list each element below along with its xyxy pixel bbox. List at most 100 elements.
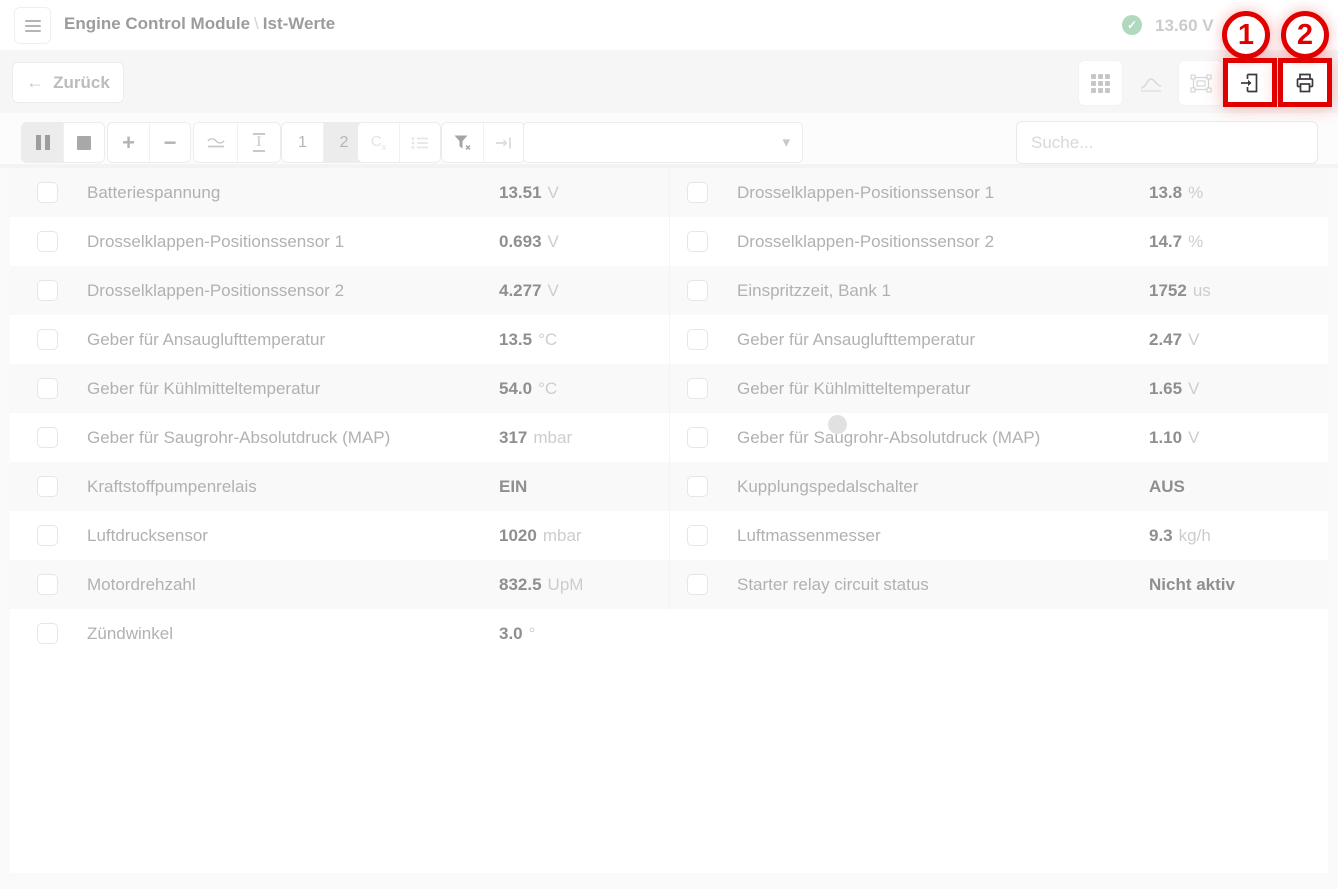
clear-icon: Cx <box>370 133 387 152</box>
view-grid-icon <box>1091 73 1110 93</box>
table-row[interactable]: Einspritzzeit, Bank 1 1752 us <box>670 266 1328 315</box>
list-button[interactable] <box>399 123 440 162</box>
parameter-label: Batteriespannung <box>87 182 221 202</box>
table-row[interactable]: Kupplungspedalschalter AUS <box>670 462 1328 511</box>
parameter-value-group: 14.7% <box>1149 232 1203 252</box>
table-column-right: Drosselklappen-Positionssensor 1 13.8% D… <box>669 168 1328 609</box>
row-checkbox[interactable] <box>37 623 58 644</box>
stop-button[interactable] <box>63 123 104 162</box>
add-button[interactable]: + <box>108 123 149 162</box>
row-checkbox[interactable] <box>687 231 708 252</box>
back-button[interactable]: ← Zurück <box>12 62 124 103</box>
filter-clear-button[interactable] <box>442 123 483 162</box>
zoom-control-group: + − <box>107 122 191 163</box>
parameter-label: Kraftstoffpumpenrelais <box>87 476 257 496</box>
parameter-label: Kupplungspedalschalter <box>737 476 919 496</box>
parameter-value-group: 13.51 V <box>499 183 559 203</box>
table-row[interactable]: Starter relay circuit status Nicht aktiv <box>670 560 1328 609</box>
row-checkbox[interactable] <box>37 329 58 350</box>
table-column-left: Batteriespannung 13.51 V Drosselklappen-P… <box>10 168 669 658</box>
table-row[interactable]: Zündwinkel 3.0 ° <box>10 609 669 658</box>
row-checkbox[interactable] <box>687 525 708 546</box>
parameter-label: Geber für Ansauglufttemperatur <box>87 329 326 349</box>
range-button[interactable]: I <box>237 123 280 162</box>
parameter-unit: us <box>1192 280 1211 300</box>
pause-button[interactable] <box>22 123 63 162</box>
remove-button[interactable]: − <box>149 123 190 162</box>
parameter-label: Einspritzzeit, Bank 1 <box>737 280 892 300</box>
parameter-unit: mbar <box>542 525 582 545</box>
parameter-value: 54.0 <box>499 378 533 398</box>
parameter-label: Geber für Kühlmitteltemperatur <box>737 378 971 398</box>
live-values-panel: Batteriespannung 13.51 V Drosselklappen-P… <box>10 168 1328 873</box>
table-row[interactable]: Luftmassenmesser 9.3 kg/h <box>670 511 1328 560</box>
row-checkbox[interactable] <box>37 182 58 203</box>
table-row[interactable]: Motordrehzahl 832.5 UpM <box>10 560 669 609</box>
table-row[interactable]: Luftdrucksensor 1020 mbar <box>10 511 669 560</box>
row-checkbox[interactable] <box>687 476 708 497</box>
parameter-label: Zündwinkel <box>87 623 173 643</box>
parameter-value-group: 832.5 UpM <box>499 575 583 595</box>
parameter-unit: V <box>1188 378 1200 398</box>
app-header: Engine Control Module \ Ist-Werte ✓ 13.60 … <box>0 0 1338 50</box>
table-row[interactable]: Drosselklappen-Positionssensor 1 0.693 V <box>10 217 669 266</box>
view-grid-button[interactable] <box>1078 60 1123 106</box>
annotation-circle-1: 1 <box>1222 11 1270 59</box>
row-checkbox[interactable] <box>687 329 708 350</box>
selection-frame-button[interactable] <box>1178 60 1223 106</box>
row-checkbox[interactable] <box>687 378 708 399</box>
parameter-unit: V <box>547 182 559 202</box>
row-checkbox[interactable] <box>37 476 58 497</box>
breadcrumb-page: Ist-Werte <box>262 14 336 33</box>
hamburger-menu-button[interactable] <box>14 7 51 44</box>
clear-selection-button[interactable]: Cx <box>358 123 399 162</box>
parameter-value: 1.10 <box>1149 427 1183 447</box>
export-button[interactable] <box>1223 58 1277 107</box>
pause-icon <box>35 135 50 150</box>
parameter-unit: V <box>547 231 559 251</box>
table-row[interactable]: Geber für Saugrohr-Absolutdruck (MAP) 1.… <box>670 413 1328 462</box>
row-checkbox[interactable] <box>37 574 58 595</box>
table-row[interactable]: Drosselklappen-Positionssensor 1 13.8% <box>670 168 1328 217</box>
parameter-value-group: EIN <box>499 477 527 497</box>
row-checkbox[interactable] <box>687 280 708 301</box>
parameter-value-group: AUS <box>1149 477 1185 497</box>
table-row[interactable]: Geber für Kühlmitteltemperatur 1.65 V <box>670 364 1328 413</box>
search-input[interactable] <box>1016 121 1318 164</box>
row-checkbox[interactable] <box>37 231 58 252</box>
chart-view-button[interactable] <box>1128 60 1173 106</box>
row-checkbox[interactable] <box>37 280 58 301</box>
row-checkbox[interactable] <box>37 427 58 448</box>
parameter-value: 13.51 <box>499 182 542 202</box>
table-row[interactable]: Drosselklappen-Positionssensor 2 4.277 V <box>10 266 669 315</box>
table-row[interactable]: Geber für Ansauglufttemperatur 13.5 °C <box>10 315 669 364</box>
parameter-label: Drosselklappen-Positionssensor 2 <box>87 280 345 300</box>
controls-toolbar: + − I 1 2 Cx <box>0 113 1338 164</box>
row-checkbox[interactable] <box>687 182 708 203</box>
parameter-label: Starter relay circuit status <box>737 574 929 594</box>
table-row[interactable]: Geber für Ansauglufttemperatur 2.47 V <box>670 315 1328 364</box>
parameter-label: Geber für Ansauglufttemperatur <box>737 329 976 349</box>
row-checkbox[interactable] <box>37 525 58 546</box>
table-row[interactable]: Drosselklappen-Positionssensor 2 14.7% <box>670 217 1328 266</box>
row-checkbox[interactable] <box>687 427 708 448</box>
breadcrumb: Engine Control Module \ Ist-Werte <box>64 14 335 34</box>
row-checkbox[interactable] <box>687 574 708 595</box>
row-checkbox[interactable] <box>37 378 58 399</box>
parameter-value-group: 1020 mbar <box>499 526 582 546</box>
parameter-group-dropdown[interactable]: ▾ <box>523 122 803 163</box>
check-circle-icon: ✓ <box>1122 15 1142 35</box>
parameter-value: EIN <box>499 476 528 496</box>
table-row[interactable]: Kraftstoffpumpenrelais EIN <box>10 462 669 511</box>
table-row[interactable]: Geber für Kühlmitteltemperatur 54.0 °C <box>10 364 669 413</box>
parameter-value: 14.7 <box>1149 231 1183 251</box>
export-icon <box>1241 73 1258 92</box>
table-row[interactable]: Geber für Saugrohr-Absolutdruck (MAP) 31… <box>10 413 669 462</box>
one-column-button[interactable]: 1 <box>282 123 323 162</box>
back-arrow-icon: ← <box>26 72 45 92</box>
print-button[interactable] <box>1278 58 1332 107</box>
smooth-button[interactable] <box>194 123 237 162</box>
jump-button[interactable] <box>483 123 524 162</box>
table-row[interactable]: Batteriespannung 13.51 V <box>10 168 669 217</box>
battery-voltage-readout: 13.60 V <box>1155 16 1214 35</box>
